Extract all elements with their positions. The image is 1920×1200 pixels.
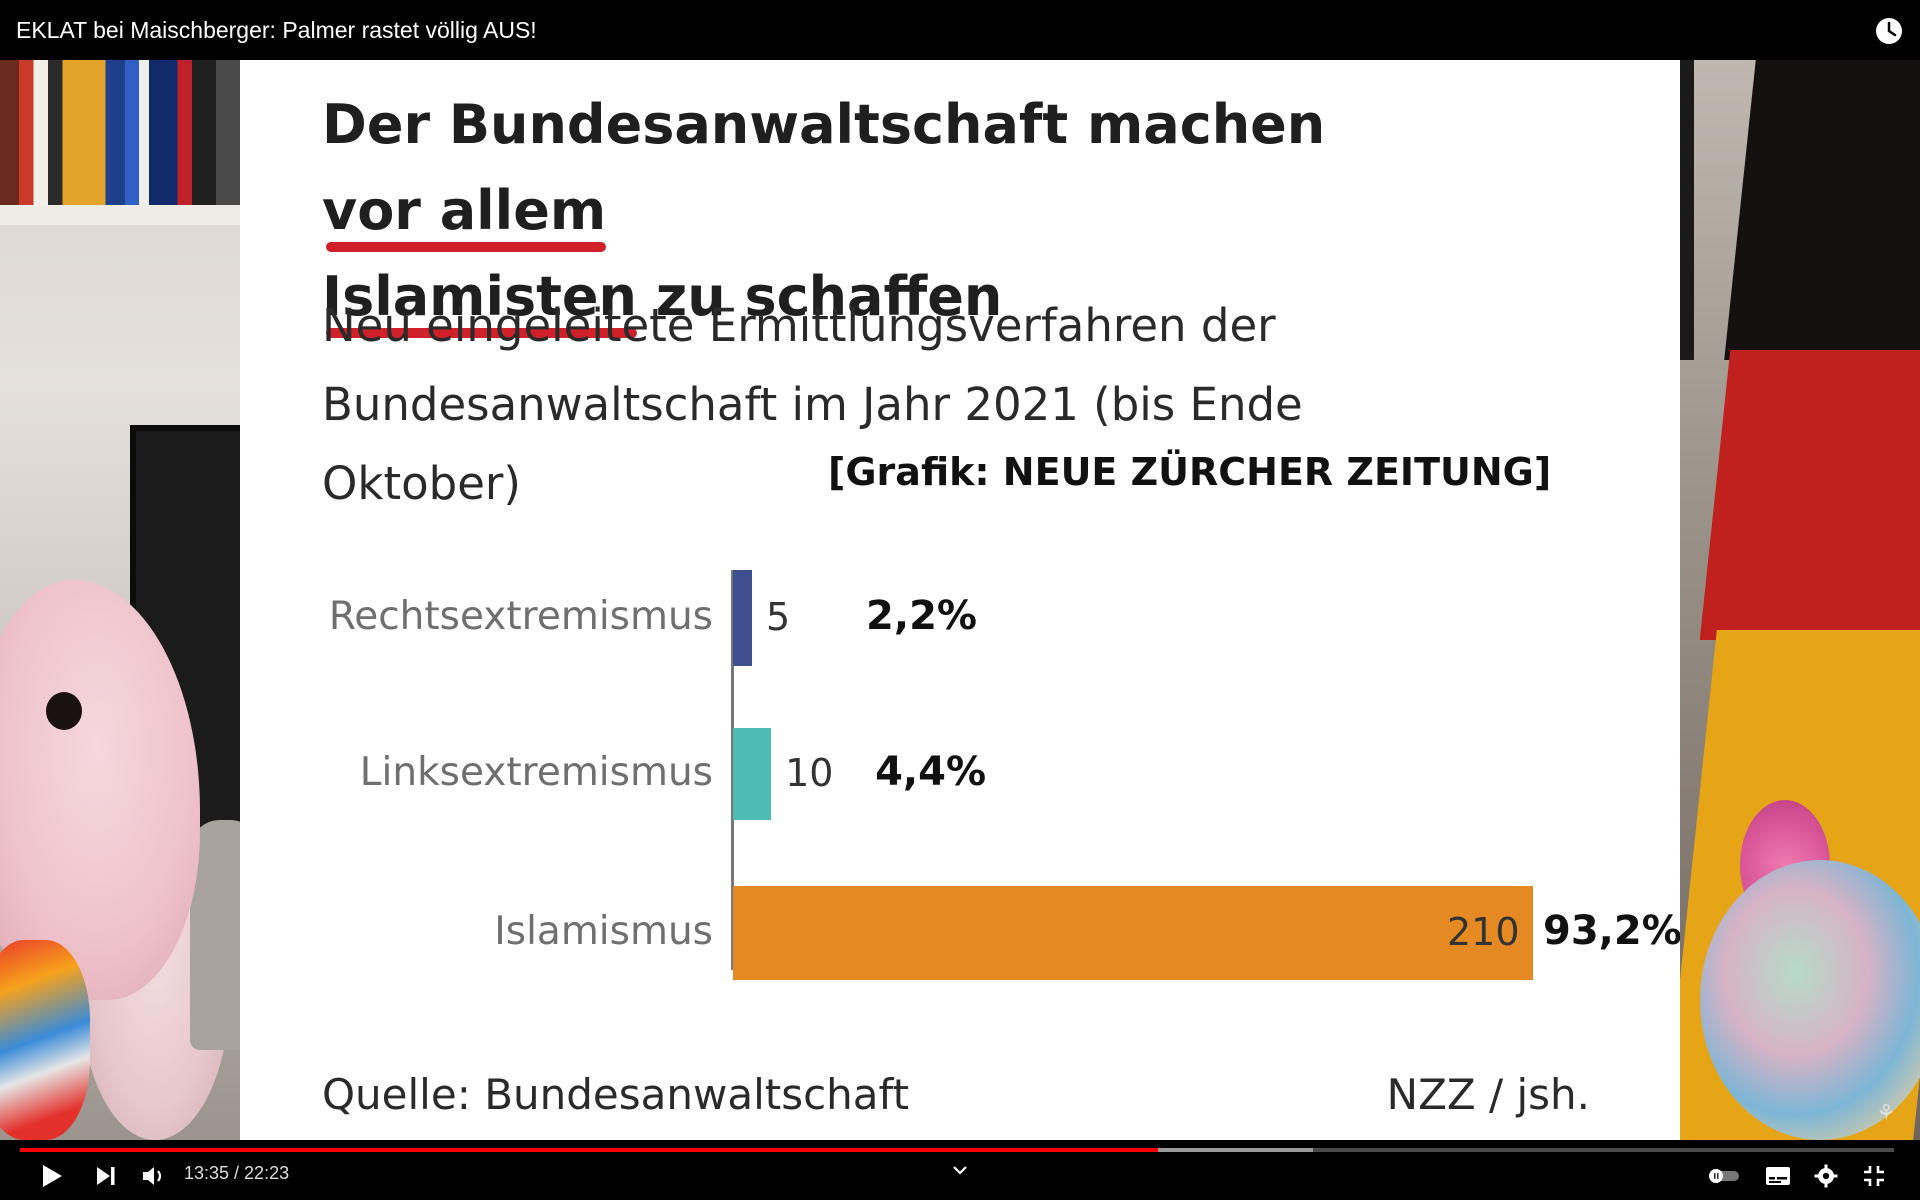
shelf-board xyxy=(0,205,240,225)
gear-icon[interactable] xyxy=(1808,1158,1844,1194)
chart-axis-line xyxy=(731,570,734,970)
channel-watermark-icon: ⚘ xyxy=(1876,1100,1896,1125)
player-controls: 13:35 / 22:23 xyxy=(0,1140,1920,1200)
percent-label: 93,2% xyxy=(1543,908,1680,954)
play-icon[interactable] xyxy=(34,1158,70,1194)
time-display: 13:35 / 22:23 xyxy=(184,1163,290,1183)
dark-panel xyxy=(1680,60,1694,360)
bar xyxy=(733,728,772,820)
bookshelf xyxy=(0,60,240,210)
plush-eye xyxy=(46,692,82,730)
flag-stripe-black xyxy=(1724,60,1920,360)
chevron-down-icon[interactable] xyxy=(950,1160,970,1180)
title-part-2: zu schaffen xyxy=(636,265,1003,328)
autoplay-toggle-icon[interactable] xyxy=(1706,1158,1742,1194)
title-underlined-2: Islamisten xyxy=(322,254,637,340)
clock-icon[interactable] xyxy=(1874,16,1904,46)
bar xyxy=(733,886,1533,980)
rainbow-plush xyxy=(0,940,90,1140)
title-part-1: Der Bundesanwaltschaft machen xyxy=(322,93,1326,156)
title-underlined-1: vor allem xyxy=(322,168,607,254)
video-frame[interactable]: Der Bundesanwaltschaft machen vor allem I… xyxy=(0,60,1920,1140)
chart-source: Quelle: Bundesanwaltschaft xyxy=(322,1070,910,1119)
graphic-credit: [Grafik: NEUE ZÜRCHER ZEITUNG] xyxy=(828,450,1552,494)
unicorn-plush-right xyxy=(1700,860,1920,1140)
flag-stripe-red xyxy=(1699,350,1920,640)
bar-chart: Rechtsextremismus 5 2,2% Linksextremismus 10… xyxy=(240,60,1680,1140)
value-label: 210 xyxy=(1447,910,1520,954)
progress-bar[interactable] xyxy=(20,1148,1894,1152)
percent-label: 2,2% xyxy=(866,593,977,639)
exit-fullscreen-icon[interactable] xyxy=(1856,1158,1892,1194)
category-label: Islamismus xyxy=(494,909,713,954)
volume-icon[interactable] xyxy=(136,1158,172,1194)
value-label: 10 xyxy=(785,751,834,795)
value-label: 5 xyxy=(766,595,791,639)
bar xyxy=(733,570,753,666)
video-title-bar: EKLAT bei Maischberger: Palmer rastet vö… xyxy=(0,0,1920,60)
percent-label: 4,4% xyxy=(875,749,987,795)
category-label: Linksextremismus xyxy=(359,750,713,795)
chart-author: NZZ / jsh. xyxy=(1386,1070,1590,1119)
chart-slide: Der Bundesanwaltschaft machen vor allem I… xyxy=(240,60,1680,1140)
next-icon[interactable] xyxy=(88,1158,124,1194)
slide-title: Der Bundesanwaltschaft machen vor allem I… xyxy=(322,82,1622,340)
subtitles-icon[interactable] xyxy=(1760,1158,1796,1194)
video-title[interactable]: EKLAT bei Maischberger: Palmer rastet vö… xyxy=(16,17,537,43)
progress-played xyxy=(20,1148,1158,1152)
category-label: Rechtsextremismus xyxy=(328,594,713,639)
slide-subtitle: Neu eingeleitete Ermittlungsverfahren de… xyxy=(322,299,1303,510)
